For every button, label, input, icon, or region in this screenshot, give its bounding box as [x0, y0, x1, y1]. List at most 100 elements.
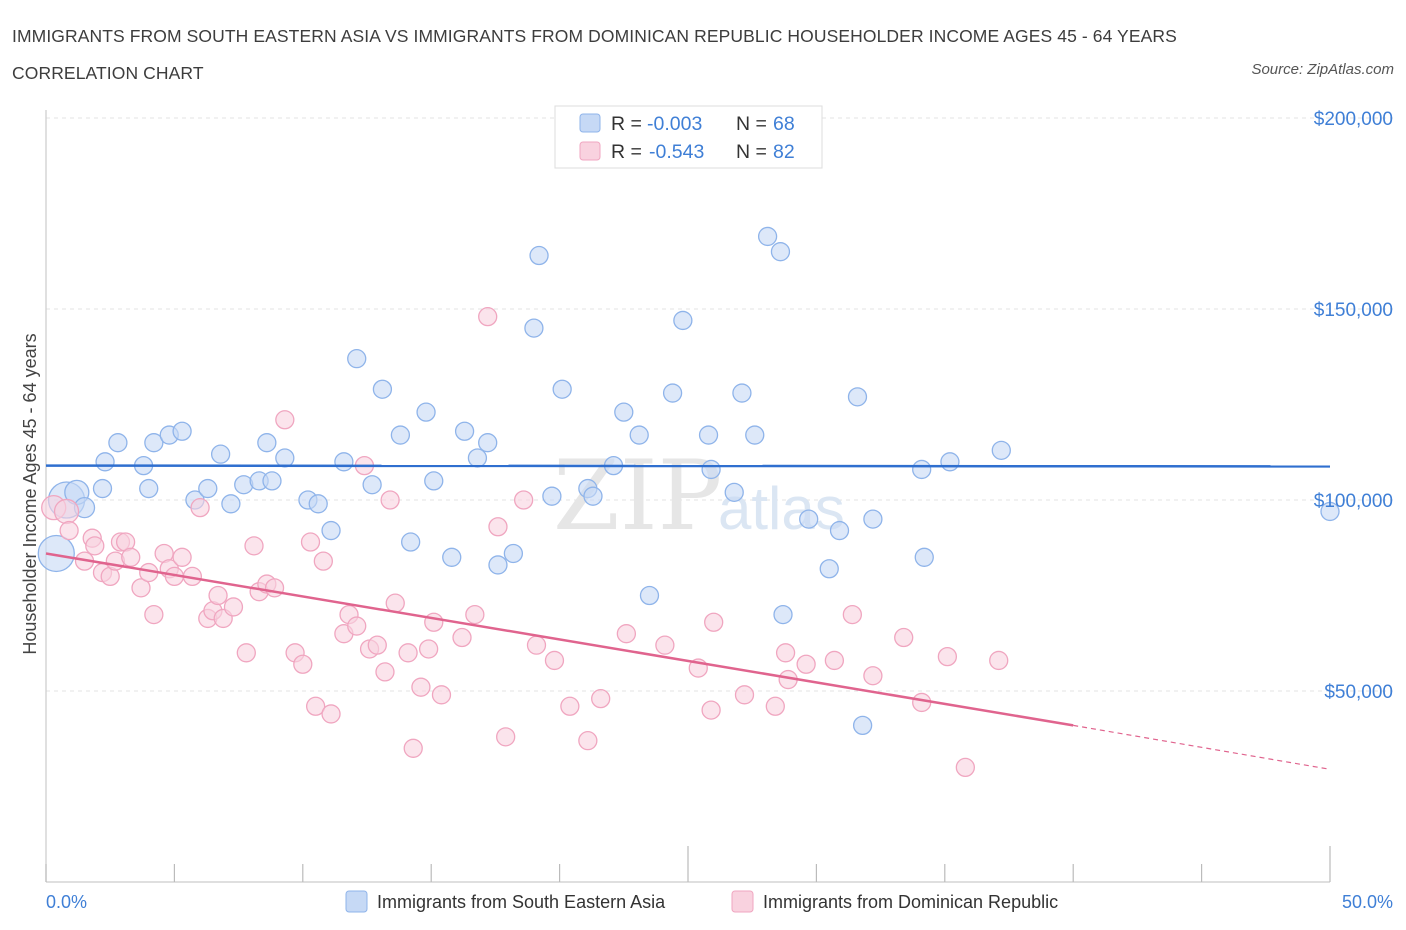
x-tick-label-min: 0.0% — [46, 892, 87, 912]
data-point-south-eastern-asia — [37, 534, 75, 573]
legend-r-label-dr: R = — [611, 141, 642, 163]
data-point-dominican-republic — [367, 635, 387, 655]
data-point-south-eastern-asia — [732, 383, 752, 403]
data-point-dominican-republic — [701, 700, 721, 720]
data-point-south-eastern-asia — [92, 478, 113, 499]
data-point-south-eastern-asia — [108, 433, 128, 453]
legend-swatch-sea — [579, 113, 601, 133]
y-tick-label: $150,000 — [1314, 300, 1393, 321]
legend-swatch-dr — [579, 141, 601, 161]
data-point-dominican-republic — [275, 410, 295, 430]
data-point-south-eastern-asia — [210, 444, 231, 464]
data-point-dominican-republic — [431, 685, 452, 705]
bottom-legend-label-sea: Immigrants from South Eastern Asia — [377, 892, 666, 912]
data-point-dominican-republic — [403, 738, 423, 758]
data-point-south-eastern-asia — [95, 452, 115, 472]
data-point-south-eastern-asia — [542, 486, 562, 506]
data-point-dominican-republic — [411, 677, 431, 697]
data-point-dominican-republic — [655, 635, 675, 655]
data-point-dominican-republic — [989, 650, 1009, 671]
data-point-south-eastern-asia — [745, 425, 765, 445]
data-point-south-eastern-asia — [275, 448, 295, 468]
data-point-dominican-republic — [172, 547, 192, 567]
data-point-south-eastern-asia — [552, 379, 572, 399]
data-point-south-eastern-asia — [639, 585, 660, 606]
trend-lines — [45, 464, 1331, 770]
data-point-dominican-republic — [863, 666, 883, 686]
data-point-south-eastern-asia — [770, 242, 791, 262]
data-point-dominican-republic — [937, 646, 958, 667]
data-point-south-eastern-asia — [991, 440, 1011, 460]
data-point-dominican-republic — [223, 597, 244, 617]
data-point-south-eastern-asia — [198, 478, 218, 499]
data-point-south-eastern-asia — [799, 509, 819, 529]
data-point-south-eastern-asia — [144, 433, 164, 453]
data-point-dominican-republic — [190, 497, 210, 518]
data-point-south-eastern-asia — [629, 425, 649, 445]
data-point-dominican-republic — [321, 704, 341, 724]
data-point-south-eastern-asia — [172, 421, 192, 441]
data-point-south-eastern-asia — [757, 226, 778, 247]
data-point-dominican-republic — [734, 685, 755, 705]
data-point-south-eastern-asia — [257, 433, 277, 453]
data-point-south-eastern-asia — [773, 604, 793, 625]
trend-line-south-eastern-asia — [45, 464, 1331, 468]
y-tick-label: $200,000 — [1314, 109, 1393, 130]
data-point-dominican-republic — [591, 688, 611, 709]
data-point-south-eastern-asia — [524, 318, 544, 338]
chart-title: IMMIGRANTS FROM SOUTH EASTERN ASIA VS IM… — [12, 26, 1177, 83]
data-point-dominican-republic — [616, 624, 637, 644]
data-point-south-eastern-asia — [847, 387, 868, 407]
legend: R = -0.003 N = 68 R = -0.543 N = 82 — [554, 105, 823, 169]
data-point-dominican-republic — [385, 593, 405, 613]
data-point-south-eastern-asia — [139, 478, 159, 499]
bottom-legend-label-dr: Immigrants from Dominican Republic — [763, 892, 1058, 912]
data-point-south-eastern-asia — [416, 402, 436, 422]
data-point-dominican-republic — [544, 650, 565, 671]
bottom-legend-swatch-sea — [345, 890, 368, 913]
data-point-dominican-republic — [313, 551, 333, 571]
data-point-dominican-republic — [465, 604, 485, 625]
source-label: Source: ZipAtlas.com — [1251, 61, 1394, 78]
data-point-dominican-republic — [578, 731, 598, 751]
data-point-dominican-republic — [144, 604, 164, 625]
y-axis-label: Householder Income Ages 45 - 64 years — [20, 333, 40, 654]
data-point-dominican-republic — [236, 643, 256, 663]
data-point-dominican-republic — [264, 578, 285, 598]
data-point-dominican-republic — [955, 757, 975, 778]
data-point-dominican-republic — [293, 654, 313, 674]
data-point-dominican-republic — [496, 727, 516, 747]
legend-r-label-sea: R = — [611, 113, 642, 135]
data-point-south-eastern-asia — [478, 433, 498, 453]
data-point-dominican-republic — [775, 643, 796, 663]
data-point-dominican-republic — [796, 654, 816, 674]
data-point-dominican-republic — [418, 639, 439, 659]
data-point-dominican-republic — [894, 627, 914, 648]
data-point-dominican-republic — [85, 536, 105, 556]
data-point-dominican-republic — [398, 643, 418, 663]
data-point-south-eastern-asia — [529, 245, 549, 266]
data-point-south-eastern-asia — [401, 532, 421, 552]
data-point-dominican-republic — [121, 547, 141, 567]
data-point-dominican-republic — [513, 490, 534, 510]
data-point-south-eastern-asia — [829, 520, 850, 541]
data-point-south-eastern-asia — [347, 349, 367, 369]
data-point-south-eastern-asia — [724, 482, 744, 503]
data-point-south-eastern-asia — [334, 452, 354, 472]
data-point-dominican-republic — [424, 612, 444, 632]
data-point-south-eastern-asia — [914, 547, 934, 567]
data-point-south-eastern-asia — [1320, 501, 1340, 522]
data-point-south-eastern-asia — [390, 425, 411, 445]
data-point-dominican-republic — [53, 498, 80, 525]
data-point-south-eastern-asia — [852, 715, 873, 736]
data-point-dominican-republic — [704, 612, 724, 632]
data-point-south-eastern-asia — [863, 509, 883, 529]
legend-n-value-dr: 82 — [773, 141, 795, 163]
legend-n-label-sea: N = — [736, 113, 767, 135]
data-point-south-eastern-asia — [362, 475, 382, 495]
data-point-south-eastern-asia — [488, 555, 508, 575]
data-point-south-eastern-asia — [940, 452, 960, 472]
data-point-south-eastern-asia — [583, 486, 603, 506]
data-point-dominican-republic — [824, 650, 845, 671]
legend-r-value-dr: -0.543 — [649, 141, 704, 163]
